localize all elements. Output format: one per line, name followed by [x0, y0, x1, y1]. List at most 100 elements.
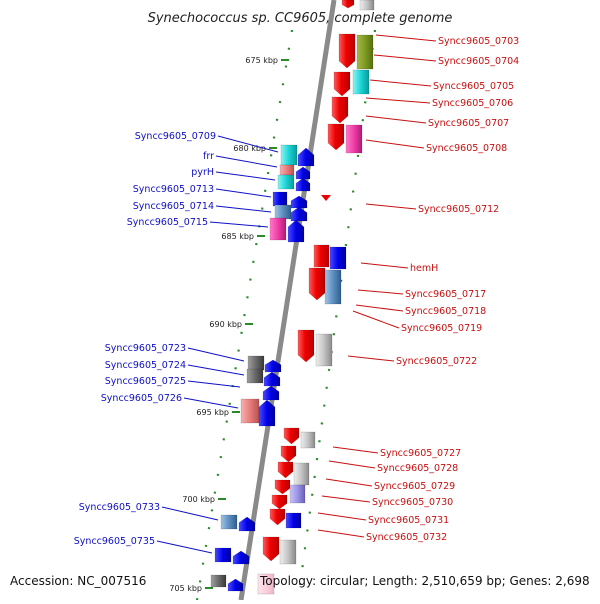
- gene-label-right: Syncc9605_0719: [401, 323, 482, 334]
- scale-ticks: 675 kbp 680 kbp 685 kbp 690 kbp 695 kbp 700 k…: [169, 56, 289, 593]
- gene-block: [293, 462, 310, 486]
- callout-line-right: [365, 97, 431, 104]
- gene-label-left: Syncc9605_0713: [133, 184, 214, 195]
- gene-arrow-forward: [262, 385, 280, 401]
- gene-label-left: Syncc9605_0735: [74, 536, 155, 547]
- gene-arrow-reverse: [327, 123, 345, 151]
- gene-block: [246, 368, 264, 384]
- gene-block: [220, 514, 238, 530]
- gene-block: [313, 244, 330, 268]
- callout-line-left: [217, 135, 279, 153]
- scale-tick-label: 675 kbp: [245, 56, 278, 65]
- gene-block: [274, 204, 292, 220]
- gene-arrow-forward: [238, 516, 256, 532]
- gene-label-right: Syncc9605_0717: [405, 289, 486, 300]
- gene-arrow-reverse: [262, 536, 280, 562]
- callout-line-right: [365, 203, 417, 210]
- callout-line-left: [183, 397, 239, 409]
- gene-block: [269, 217, 287, 241]
- gene-arrow-forward: [287, 219, 305, 243]
- gene-label-right: Syncc9605_0731: [368, 515, 449, 526]
- gene-label-right: hemH: [410, 263, 438, 274]
- gene-arrow-forward: [232, 550, 250, 565]
- gene-block: [247, 355, 265, 371]
- gene-arrow-forward: [227, 578, 244, 592]
- gene-block: [279, 539, 297, 565]
- gene-arrow-reverse: [341, 0, 355, 9]
- callout-line-right: [373, 54, 437, 62]
- gene-arrow-reverse: [308, 267, 326, 301]
- callout-line-right: [355, 304, 404, 312]
- gene-block: [214, 547, 232, 563]
- gene-arrow-forward: [290, 206, 308, 222]
- callout-line-left: [187, 347, 245, 362]
- callout-line-left: [215, 205, 272, 213]
- gene-block: [257, 573, 275, 595]
- gene-label-right: Syncc9605_0732: [366, 532, 447, 543]
- callout-line-left: [215, 188, 272, 198]
- scale-tick-label: 695 kbp: [196, 408, 229, 417]
- callout-line-left: [187, 364, 245, 376]
- gene-label-left: Syncc9605_0723: [105, 343, 186, 354]
- gene-label-right: Syncc9605_0730: [372, 497, 453, 508]
- callout-line-right: [369, 79, 432, 87]
- gene-arrow-forward: [295, 177, 311, 192]
- callout-line-left: [156, 540, 213, 554]
- gene-block: [279, 164, 295, 176]
- gene-arrow-forward: [264, 359, 282, 373]
- gene-label-left: Syncc9605_0726: [101, 393, 182, 404]
- gene-block: [359, 0, 375, 11]
- gene-label-left: Syncc9605_0714: [133, 201, 214, 212]
- scale-tick-label: 680 kbp: [233, 144, 266, 153]
- scale-tick-label: 690 kbp: [209, 320, 242, 329]
- map-title: Synechococcus sp. CC9605, complete genom…: [148, 11, 453, 26]
- gene-label-right: Syncc9605_0704: [438, 56, 519, 67]
- scale-tick-label: 685 kbp: [221, 232, 254, 241]
- gene-label-right: Syncc9605_0728: [377, 463, 458, 474]
- gene-arrow-reverse: [274, 479, 291, 495]
- gene-label-right: Syncc9605_0729: [374, 481, 455, 492]
- gene-block: [356, 34, 374, 70]
- callout-line-left: [215, 171, 276, 181]
- gene-block: [345, 124, 363, 154]
- gene-label-right: Syncc9605_0712: [418, 204, 499, 215]
- gene-label-left: Syncc9605_0724: [105, 360, 186, 371]
- gene-label-left: Syncc9605_0715: [127, 217, 208, 228]
- gene-block: [352, 69, 370, 95]
- callout-line-right: [321, 495, 371, 503]
- callout-line-right: [357, 289, 404, 295]
- gene-features: [210, 0, 375, 595]
- gene-label-right: Syncc9605_0706: [432, 98, 513, 109]
- callout-line-left: [187, 380, 241, 388]
- gene-block: [210, 574, 227, 588]
- gene-label-right: Syncc9605_0703: [438, 36, 519, 47]
- gene-block: [300, 431, 316, 449]
- gene-label-left: Syncc9605_0725: [105, 376, 186, 387]
- gene-label-right: Syncc9605_0718: [405, 306, 486, 317]
- scale-tick-label: 705 kbp: [169, 584, 202, 593]
- gene-label-left: frr: [203, 151, 214, 162]
- gene-block: [289, 484, 306, 504]
- gene-arrow-small: [321, 195, 331, 201]
- gene-arrow-forward: [295, 166, 311, 180]
- gene-label-right: Syncc9605_0705: [433, 81, 514, 92]
- gene-arrow-reverse: [280, 445, 297, 463]
- callout-line-right: [325, 478, 373, 487]
- gene-arrow-reverse: [269, 508, 286, 526]
- gene-arrow-reverse: [277, 461, 294, 479]
- gene-arrow-reverse: [338, 33, 356, 69]
- callout-line-left: [209, 221, 269, 228]
- gene-block: [240, 398, 260, 424]
- genome-summary-text: Topology: circular; Length: 2,510,659 bp…: [260, 574, 590, 588]
- gene-label-left: Syncc9605_0709: [135, 131, 216, 142]
- gene-block: [280, 144, 298, 166]
- gene-block: [324, 269, 342, 305]
- gene-arrow-reverse: [297, 329, 315, 363]
- gene-label-right: Syncc9605_0708: [426, 143, 507, 154]
- gene-arrow-forward: [297, 147, 315, 167]
- gene-arrow-reverse: [333, 71, 351, 97]
- gene-block: [315, 333, 333, 367]
- gene-label-left: Syncc9605_0733: [79, 502, 160, 513]
